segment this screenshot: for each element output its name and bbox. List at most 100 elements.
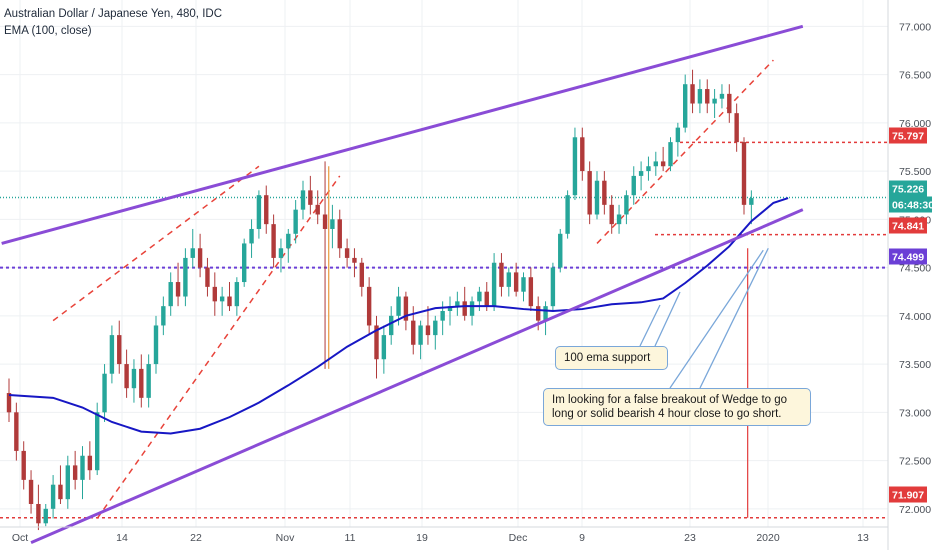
candle-body [513, 272, 519, 292]
callout-lines [639, 247, 769, 389]
time-axis[interactable]: Oct 14 22 Nov 11 19 Dec 9 23 2020 13 [0, 526, 888, 544]
candle-body [139, 368, 144, 398]
candle-body [521, 277, 526, 292]
callout-pointer [699, 247, 769, 389]
price-tick-label: 73.500 [899, 359, 931, 371]
price-tick-label: 76.000 [899, 118, 931, 130]
candle-body [175, 282, 181, 297]
price-tick-label: 74.000 [899, 311, 931, 323]
wedge-lines [1, 24, 804, 544]
candle-body [528, 277, 534, 307]
candle-body [609, 204, 614, 225]
candle-body [153, 325, 159, 365]
candle-body [477, 291, 482, 302]
candle-body [58, 484, 63, 500]
candle-body [6, 393, 12, 413]
channel-dashed-line [52, 165, 260, 322]
candle-body [469, 301, 475, 316]
candle-body [418, 325, 423, 345]
candle-body [205, 267, 210, 287]
price-label-bg [889, 180, 927, 197]
candle-body [190, 248, 195, 258]
symbol-title[interactable]: Australian Dollar / Japanese Yen, 480, I… [4, 8, 222, 20]
candle-body [249, 228, 254, 244]
candle-body [381, 335, 387, 360]
candle-body [631, 175, 636, 196]
candle-body [14, 412, 19, 451]
wedge-lower-line [30, 208, 804, 544]
candle-body [719, 93, 725, 99]
candle-body [462, 301, 467, 316]
candle-body [21, 450, 26, 480]
candle-body [278, 248, 284, 258]
time-tick-label: 19 [416, 532, 428, 544]
candle-body [447, 306, 453, 311]
price-axis[interactable]: 77.00076.50076.00075.50075.00074.50074.0… [887, 0, 931, 550]
candle-body [87, 455, 93, 471]
ema-series [8, 197, 789, 435]
strategy-note[interactable]: Im looking for a false breakout of Wedge… [543, 388, 811, 426]
candle-body [256, 195, 262, 229]
channel-dashed-line [596, 59, 774, 244]
candle-body [411, 320, 416, 345]
candle-body [322, 214, 328, 229]
candle-body [491, 262, 497, 307]
time-tick-label: Nov [276, 532, 295, 544]
candle-body [286, 233, 291, 249]
candle-body [315, 204, 320, 215]
candle-body [727, 93, 732, 114]
candle-body [72, 465, 78, 480]
price-tick-label: 77.000 [899, 21, 931, 33]
candle-body [565, 195, 570, 234]
candle-body [337, 219, 342, 249]
candle-body [455, 301, 460, 307]
candle-body [705, 89, 710, 104]
candle-body [683, 84, 688, 128]
price-tick-label: 73.000 [899, 407, 931, 419]
candle-body [242, 243, 247, 283]
candle-body [668, 142, 673, 167]
candle-body [43, 508, 48, 524]
price-label-bg [889, 127, 927, 144]
candle-body [572, 137, 578, 196]
time-tick-label: Oct [12, 532, 28, 544]
candle-body [396, 296, 401, 316]
candle-body [95, 412, 100, 471]
candle-body [117, 335, 122, 365]
time-tick-label: 2020 [756, 532, 780, 544]
ema-note[interactable]: 100 ema support [555, 346, 668, 370]
price-label-text: 75.226 [892, 184, 924, 196]
candle-body [352, 257, 357, 263]
price-label-bg [889, 248, 927, 265]
candle-body [183, 257, 188, 297]
candle-body [234, 282, 240, 307]
candle-body [624, 195, 629, 215]
price-label-bg [889, 486, 927, 503]
callout-pointer [639, 304, 661, 347]
candle-body [697, 89, 703, 104]
candle-body [50, 484, 56, 509]
candle-body [161, 306, 166, 326]
price-label-text: 06:48:30 [892, 200, 932, 212]
candle-body [293, 209, 298, 234]
candle-body [499, 262, 504, 287]
candle-body [219, 296, 225, 302]
candle-body [690, 84, 695, 104]
candle-body [425, 325, 431, 336]
candle-body [440, 310, 445, 321]
indicator-label[interactable]: EMA (100, close) [4, 25, 92, 37]
candlestick-series [6, 69, 754, 531]
candle-body [484, 291, 489, 307]
candle-body [271, 224, 276, 258]
wedge-upper-line [1, 24, 804, 245]
candle-body [734, 113, 739, 143]
candle-body [146, 364, 151, 398]
callout-pointer [669, 249, 764, 389]
candle-body [602, 180, 607, 205]
candle-body [646, 166, 651, 172]
price-label-text: 71.907 [892, 490, 924, 502]
candle-body [124, 364, 129, 389]
candle-body [80, 455, 85, 480]
price-label-text: 74.841 [892, 221, 924, 233]
